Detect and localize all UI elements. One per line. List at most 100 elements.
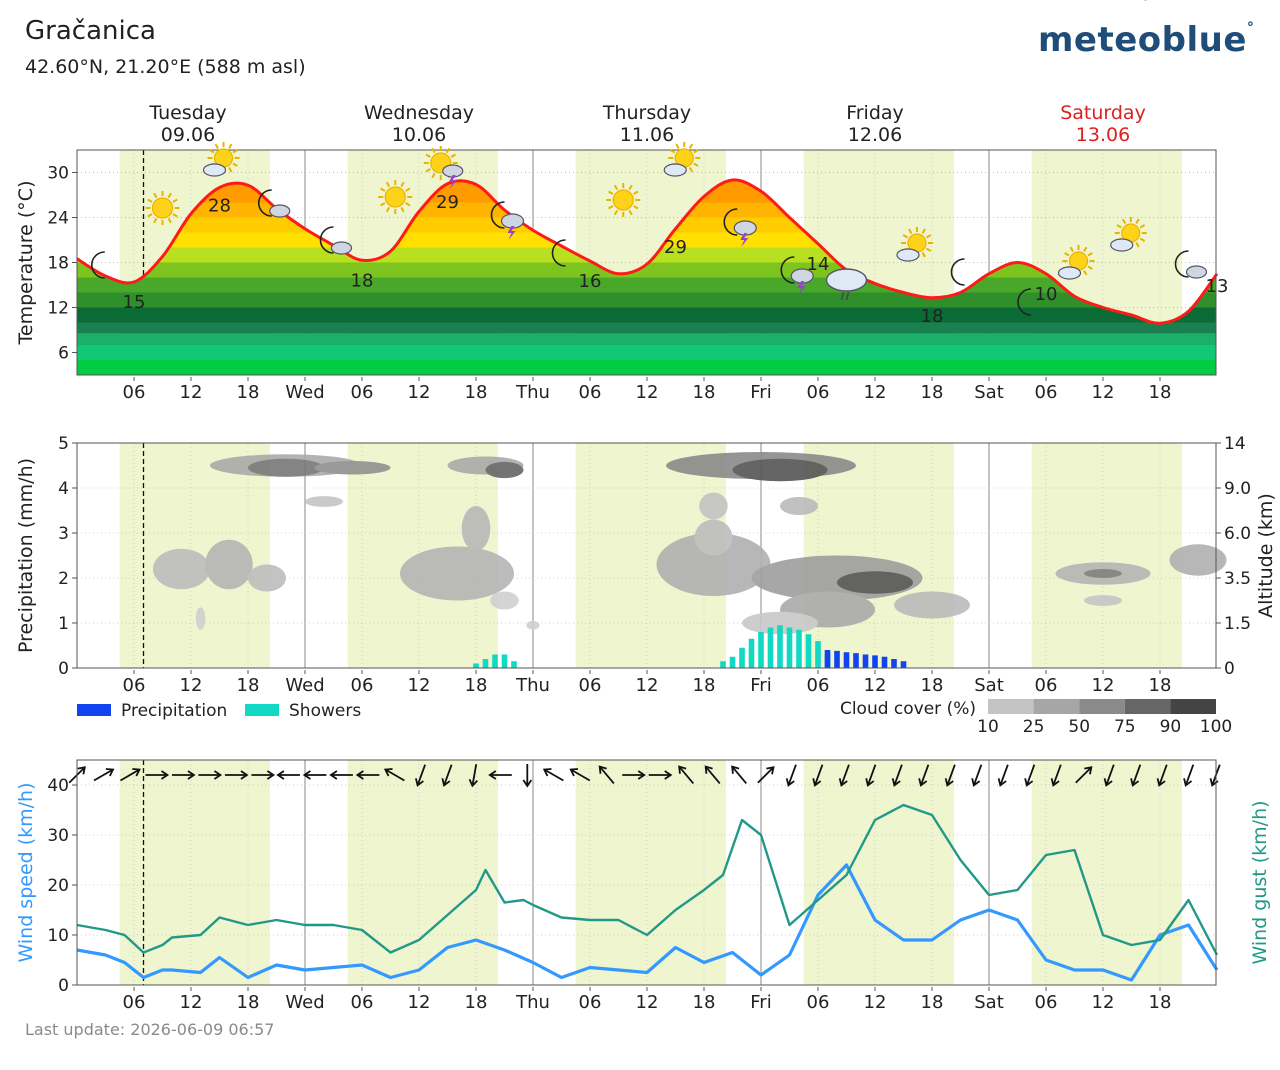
showers-bar [748,638,755,668]
wind-x-axis: 06 12 18 Wed 06 12 18 Thu 06 12 18 Fri 06 12 18 Sat 06 12… [123,987,1172,1013]
x-tick-label: Thu [515,382,550,403]
precipitation-bar [862,654,869,668]
y-tick-label: 24 [47,209,69,229]
cloud-cover-layers [153,452,1227,635]
temperature-value-label: 15 [123,292,146,313]
temperature-value-label: 29 [664,237,687,258]
cloud-cover-blob [656,533,771,596]
precipitation-x-axis: 06 12 18 Wed 06 12 18 Thu 06 12 18 Fri 06 12 18 Sat 06 12… [123,670,1171,696]
wind-arrow-icon [542,768,564,782]
moon-shape [1017,288,1032,316]
showers-bar [729,656,736,668]
sun-ray [693,162,699,167]
wind-arrow-icon [731,765,747,785]
wind-arrow-icon [704,765,721,785]
lightning-shape [740,233,749,247]
x-tick-label: Fri [750,992,771,1013]
cloud-shape [663,163,687,177]
moon-storm-icon [723,208,757,247]
wind-arrow-icon [145,770,170,780]
x-tick-label: Wed [285,992,324,1013]
sun-ray [633,190,639,195]
arrow-head [1103,778,1113,787]
wind-arrow-icon [944,764,956,787]
sun-icon [606,183,641,217]
sun-ray [902,234,908,239]
precipitation-bar [891,659,897,668]
trademark-dot-icon: ° [1246,20,1255,36]
rain-drop [845,291,850,301]
moon-shape [490,201,505,229]
sun-ray [153,192,158,199]
x-tick-label: 12 [1092,675,1115,696]
sun-ray [431,147,436,154]
x-tick-label: 18 [237,382,260,403]
brand-logo: meteoblue° [1038,20,1254,60]
cloud-cover-legend-title: Cloud cover (%) [840,699,976,719]
y-tick-label: 40 [47,776,69,796]
sun-ray [214,143,219,149]
sun-ray [1083,270,1088,276]
arrow-head [891,778,901,787]
x-tick-label: 12 [408,382,431,403]
cloud-cover-blob [1084,595,1122,606]
cloud-cover-blob [195,607,206,630]
arrow-head [1183,778,1193,787]
temperature-line [76,178,1219,325]
x-tick-label: 18 [921,675,944,696]
sun-ray [926,247,932,252]
arrow-shaft [1105,764,1115,786]
showers-bar [796,629,802,668]
y2-tick-label: 6.0 [1224,524,1251,544]
sun-ray [693,149,699,154]
wind-arrow-icon [441,764,453,787]
legend-swatch-showers [245,704,279,716]
sun-disc [384,186,406,208]
sun-ray [921,228,926,234]
temperature-value-label: 14 [807,254,830,275]
cloud-cover-blob [400,546,514,601]
cloud-cover-blob [1169,544,1227,576]
precipitation-bar [843,652,850,668]
x-tick-label: 06 [579,992,602,1013]
daylight-band [119,760,270,985]
sun-ray [172,213,178,218]
sun-ray [1139,224,1146,229]
arrow-head [276,770,285,780]
x-tick-label: 06 [807,675,830,696]
cloud-cover-swatch [1033,699,1080,714]
cloud-cover-blob [1084,569,1122,578]
showers-bar [720,661,726,668]
showers-bar [492,654,498,668]
x-tick-label: 06 [1035,675,1058,696]
showers-bar [739,647,745,668]
y2-tick-label: 0 [1224,659,1235,679]
sun-ray [1064,252,1070,257]
arrow-head [678,765,687,774]
sun-ray [608,190,614,195]
lightning-shape [797,281,806,295]
sun-ray [232,162,238,167]
x-tick-label: 18 [1149,992,1172,1013]
arrow-head [488,770,497,780]
x-tick-label: 06 [1035,382,1058,403]
wind-arrow-icon [329,770,353,780]
arrow-shaft [814,764,824,786]
temperature-band [77,345,1216,360]
x-tick-label: 12 [864,992,887,1013]
y2-tick-label: 9.0 [1224,479,1251,499]
sun-ray [385,206,391,213]
arrow-shaft [787,764,797,786]
sun-ray [153,217,158,224]
temperature-band [77,322,1216,334]
wind-gust-line [76,803,1219,956]
day-date: 13.06 [1076,124,1130,146]
sun-ray [400,206,405,213]
arrow-head [160,770,170,780]
cloud-cover-step-label: 75 [1114,717,1136,737]
sun-ray [445,147,451,154]
y-tick-label: 0 [58,659,69,679]
cloud-shape [790,268,814,284]
cloud-cover-blob [837,571,913,594]
precipitation-bar [824,650,831,668]
